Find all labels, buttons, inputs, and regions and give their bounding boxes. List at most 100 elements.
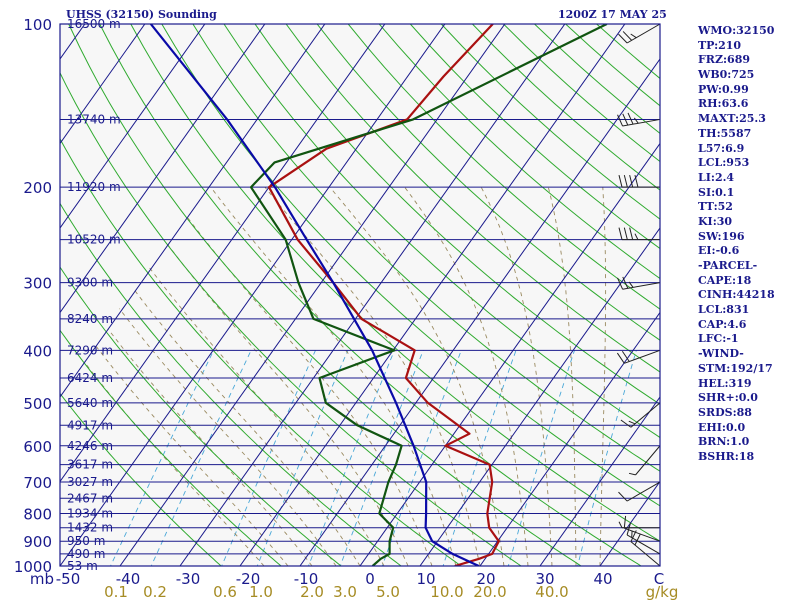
valid-time: 1200Z 17 MAY 25: [558, 8, 667, 21]
pressure-tick-label: 200: [23, 179, 52, 197]
height-label: 9300 m: [67, 276, 113, 290]
index-item: SW:196: [698, 229, 745, 243]
temperature-tick-label: 20: [476, 570, 495, 588]
wind-barb: [618, 175, 660, 188]
mixing-ratio-label: 2.0: [300, 583, 324, 600]
mixing-ratio-line: [507, 350, 575, 566]
index-item: EI:-0.6: [698, 244, 740, 258]
moist-adiabat: [119, 308, 337, 566]
pressure-tick-label: 100: [23, 16, 52, 34]
isotherm: [119, 24, 506, 566]
index-item: CAP:4.6: [698, 317, 747, 331]
height-label: 3617 m: [67, 458, 113, 472]
height-label: 3027 m: [67, 475, 113, 489]
mixing-ratio-line: [110, 350, 215, 566]
dry-adiabat: [68, 24, 583, 566]
isotherm: [479, 311, 660, 566]
index-item: RH:63.6: [698, 97, 749, 111]
isotherms: [60, 24, 660, 566]
index-item: TT:52: [698, 200, 733, 214]
dry-adiabat: [60, 329, 282, 566]
dry-adiabat: [161, 24, 660, 507]
wind-barbs: [616, 23, 661, 567]
mixing-ratio-label: 10.0: [430, 583, 463, 600]
height-label: 2467 m: [67, 491, 113, 505]
index-item: BRN:1.0: [698, 435, 750, 449]
pressure-tick-label: 400: [23, 342, 52, 360]
dry-adiabat: [60, 202, 402, 566]
pressure-tick-labels: 100 200 300 400 500 600 700 800 900 1000: [14, 16, 52, 576]
mixing-ratio-line: [577, 350, 637, 566]
moist-adiabat: [167, 244, 409, 566]
isotherm: [60, 24, 146, 145]
mixing-ratio-labels: 0.1 0.2 0.6 1.0 2.0 3.0 5.0 10.0 20.0 40.0 g/kg: [104, 583, 678, 600]
temperature-tick-label: -10: [294, 570, 319, 588]
mixing-ratio-label: 0.6: [213, 583, 237, 600]
plot-area: [60, 24, 660, 566]
index-item: LFC:-1: [698, 332, 739, 346]
mixing-ratio-line: [339, 350, 424, 566]
moist-adiabat: [134, 290, 361, 566]
isotherm: [60, 24, 266, 314]
height-label: 8240 m: [67, 312, 113, 326]
temperature-tick-label: C: [654, 570, 664, 588]
index-item: WMO:32150: [698, 24, 775, 37]
temperature-tick-label: mb: [30, 570, 54, 588]
height-label: 10520 m: [67, 233, 121, 247]
dry-adiabat: [60, 266, 342, 566]
height-label: 13740 m: [67, 112, 121, 126]
height-label: 950 m: [67, 534, 105, 548]
mixing-ratio-line: [221, 350, 316, 566]
dry-adiabat: [285, 24, 660, 373]
dry-adiabat: [60, 392, 222, 566]
isotherm: [239, 24, 626, 566]
temperature-tick-label: -20: [236, 570, 261, 588]
isotherm: [179, 24, 566, 566]
isotherm: [359, 142, 660, 566]
mixing-ratio-line: [442, 350, 517, 566]
temperature-tick-label: -40: [116, 570, 141, 588]
index-item: BSHR:18: [698, 449, 755, 463]
wind-barb: [618, 23, 661, 44]
height-label: 4917 m: [67, 418, 113, 432]
index-item: HEL:319: [698, 376, 752, 390]
mixing-ratio-label: 20.0: [473, 583, 506, 600]
isotherm: [60, 24, 206, 229]
dry-adiabat: [192, 24, 660, 472]
temperature-tick-label: -50: [56, 570, 81, 588]
wind-barb: [626, 522, 661, 555]
plot-frame: [59, 23, 661, 567]
height-label: 5640 m: [67, 396, 113, 410]
index-item: SI:0.1: [698, 185, 735, 199]
mixing-ratio-line: [256, 350, 349, 566]
dry-adiabat: [378, 24, 660, 280]
isotherm: [539, 396, 660, 566]
wind-barb: [617, 276, 661, 290]
dry-adiabat: [316, 24, 660, 341]
mixing-ratio-line: [381, 350, 462, 566]
dry-adiabat: [130, 24, 660, 542]
wind-barb: [628, 445, 661, 476]
wind-barb: [617, 112, 661, 127]
index-item: TH:5587: [698, 126, 752, 140]
pressure-tick-label: 900: [23, 533, 52, 551]
height-label: 1432 m: [67, 521, 113, 535]
index-item: PW:0.99: [698, 82, 749, 96]
index-item: SRDS:88: [698, 405, 752, 419]
index-item: LI:2.4: [698, 170, 735, 184]
temperature-tick-label: 0: [365, 570, 375, 588]
isotherm: [299, 58, 660, 566]
wind-barb: [618, 227, 660, 241]
temperature-tick-labels: mb -50 -40 -30 -20 -10 0 10 20 30 40 C: [30, 570, 664, 588]
temperature-tick-label: 40: [593, 570, 612, 588]
height-label: 1934 m: [67, 506, 113, 520]
index-item: L57:6.9: [698, 141, 745, 155]
pressure-tick-label: 800: [23, 505, 52, 523]
plot-background: [60, 24, 660, 566]
index-item: LCL:953: [698, 156, 750, 170]
isotherm: [419, 227, 660, 566]
isotherm: [60, 24, 446, 566]
pressure-tick-label: 700: [23, 474, 52, 492]
moist-adiabat: [107, 328, 313, 566]
